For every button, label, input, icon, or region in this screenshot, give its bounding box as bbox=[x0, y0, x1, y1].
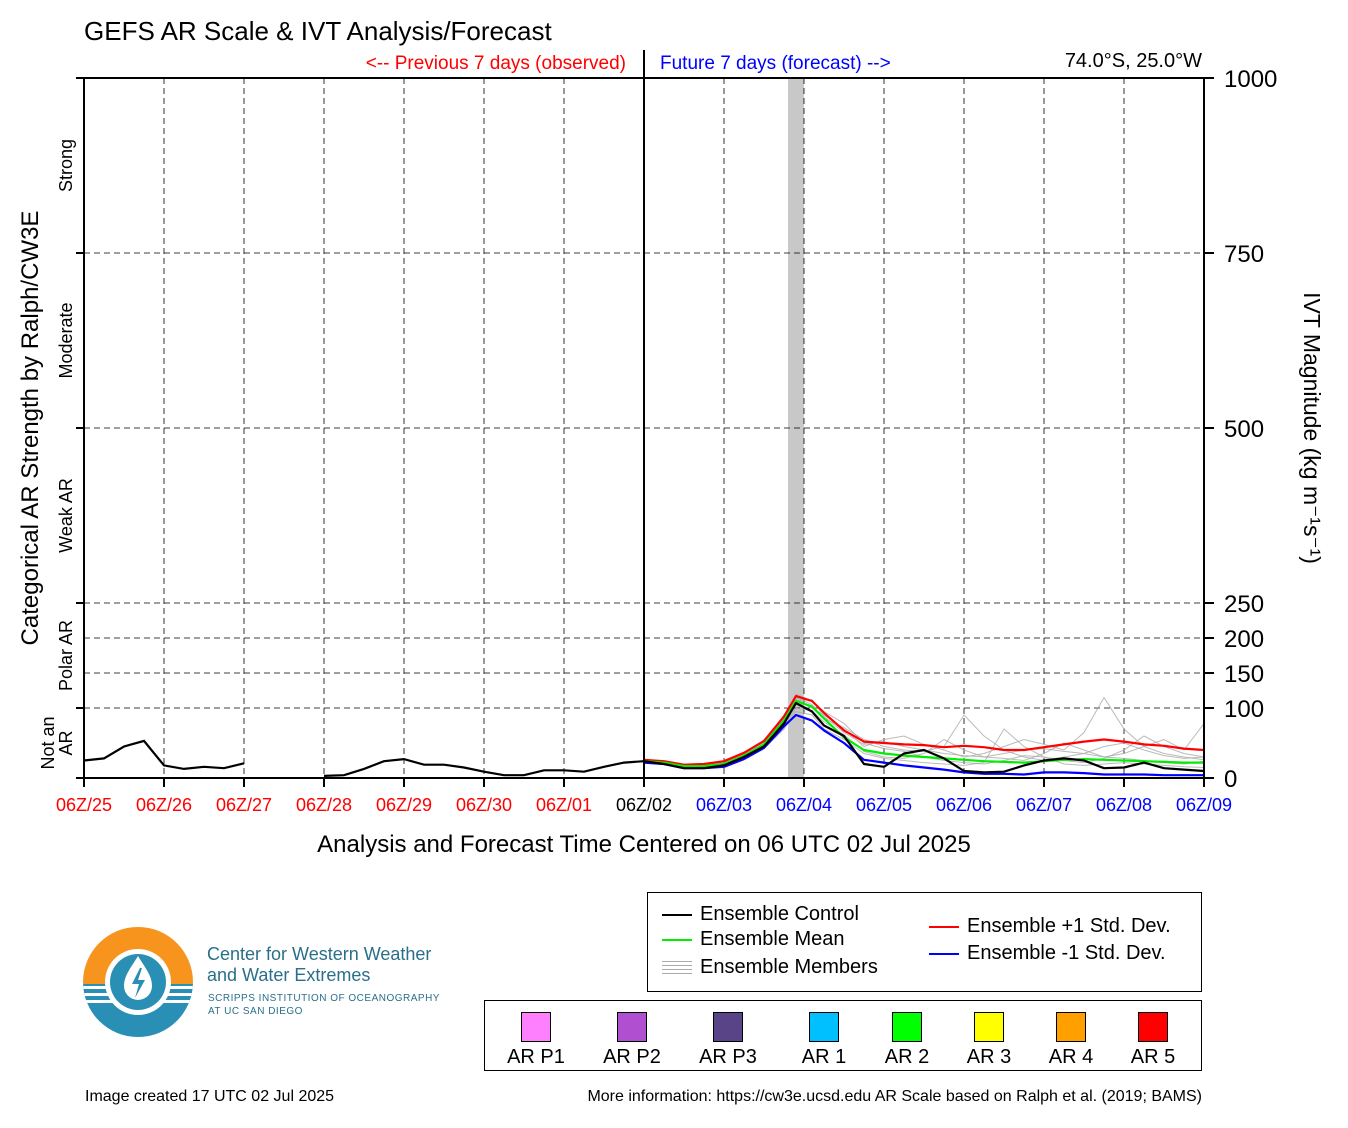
y-axis-label-right: IVT Magnitude (kg m⁻¹s⁻¹) bbox=[1299, 292, 1325, 564]
y-axis-label-left: Categorical AR Strength by Ralph/CW3E bbox=[17, 211, 44, 646]
x-tick-label: 06Z/28 bbox=[296, 795, 352, 815]
ar-swatch bbox=[617, 1012, 647, 1042]
observed-line bbox=[323, 757, 645, 777]
ar-scale-item: AR P1 bbox=[494, 1012, 578, 1069]
category-label: AR bbox=[56, 730, 76, 755]
legend-item-control: Ensemble Control bbox=[662, 903, 859, 925]
ar-scale-item: AR 3 bbox=[947, 1012, 1031, 1069]
x-tick-label: 06Z/27 bbox=[216, 795, 272, 815]
y-tick-label-right: 100 bbox=[1224, 696, 1264, 723]
ar-swatch bbox=[974, 1012, 1004, 1042]
previous-label: <-- Previous 7 days (observed) bbox=[366, 53, 626, 74]
legend-label: Ensemble -1 Std. Dev. bbox=[967, 942, 1166, 964]
x-tick-label: 06Z/05 bbox=[856, 795, 912, 815]
cw3e-logo-icon bbox=[83, 927, 193, 1037]
footer-more-info: More information: https://cw3e.ucsd.edu … bbox=[587, 1088, 1202, 1105]
ar-scale-item: AR P2 bbox=[590, 1012, 674, 1069]
chart-title: GEFS AR Scale & IVT Analysis/Forecast bbox=[84, 16, 552, 46]
series-lines bbox=[83, 694, 1205, 777]
ar-scale-item: AR 2 bbox=[865, 1012, 949, 1069]
x-tick-label: 06Z/26 bbox=[136, 795, 192, 815]
ar-scale-item: AR P3 bbox=[686, 1012, 770, 1069]
x-tick-label: 06Z/09 bbox=[1176, 795, 1232, 815]
ar-scale-label: AR P2 bbox=[603, 1046, 661, 1068]
x-tick-label: 06Z/30 bbox=[456, 795, 512, 815]
axes bbox=[76, 77, 1214, 787]
category-label: Polar AR bbox=[56, 620, 76, 691]
y-tick-label-right: 200 bbox=[1224, 626, 1264, 653]
ar-scale-item: AR 1 bbox=[782, 1012, 866, 1069]
ar-scale-label: AR 2 bbox=[884, 1046, 930, 1068]
ar-swatch bbox=[892, 1012, 922, 1042]
ar-scale-label: AR P1 bbox=[507, 1046, 565, 1068]
legend-swatch bbox=[662, 913, 692, 916]
legend-swatch bbox=[929, 952, 959, 955]
x-axis-label: Analysis and Forecast Time Centered on 0… bbox=[317, 831, 971, 858]
ar-scale-label: AR P3 bbox=[699, 1046, 757, 1068]
observed-line bbox=[83, 739, 245, 771]
legend-label: Ensemble +1 Std. Dev. bbox=[967, 915, 1171, 937]
legend-label: Ensemble Members bbox=[700, 956, 878, 978]
legend-item-members: Ensemble Members bbox=[662, 956, 878, 978]
y-tick-label-right: 1000 bbox=[1224, 66, 1277, 93]
legend-item-mean: Ensemble Mean bbox=[662, 928, 845, 950]
axis-labels: 06Z/25 06Z/26 06Z/27 06Z/28 06Z/29 06Z/30 06Z/… bbox=[38, 66, 1277, 815]
x-tick-label: 06Z/03 bbox=[696, 795, 752, 815]
y-tick-label-right: 500 bbox=[1224, 416, 1264, 443]
series-legend: Ensemble Control Ensemble Mean Ensemble … bbox=[647, 892, 1202, 992]
ar-scale-item: AR 5 bbox=[1111, 1012, 1195, 1069]
logo-sub-line1: SCRIPPS INSTITUTION OF OCEANOGRAPHY bbox=[208, 993, 440, 1004]
location-label: 74.0°S, 25.0°W bbox=[1065, 50, 1202, 72]
y-tick-label-right: 150 bbox=[1224, 661, 1264, 688]
y-tick-label-right: 750 bbox=[1224, 241, 1264, 268]
ar-scale-label: AR 1 bbox=[801, 1046, 847, 1068]
logo-sub-line2: AT UC SAN DIEGO bbox=[208, 1006, 303, 1017]
ar-scale-label: AR 5 bbox=[1130, 1046, 1176, 1068]
legend-swatch bbox=[929, 925, 959, 928]
series-line-ensemble-1-std-dev- bbox=[643, 694, 1205, 766]
ar-scale-label: AR 3 bbox=[966, 1046, 1012, 1068]
category-label: Moderate bbox=[56, 302, 76, 378]
ar-swatch bbox=[521, 1012, 551, 1042]
legend-swatch bbox=[662, 938, 692, 941]
x-tick-label: 06Z/04 bbox=[776, 795, 832, 815]
ensemble-member-line bbox=[643, 693, 1205, 767]
series-line-ensemble-mean bbox=[643, 699, 1204, 768]
ar-swatch bbox=[809, 1012, 839, 1042]
x-tick-label: 06Z/01 bbox=[536, 795, 592, 815]
category-label: Weak AR bbox=[56, 478, 76, 553]
legend-item-minus-std: Ensemble -1 Std. Dev. bbox=[929, 942, 1166, 964]
x-tick-label: 06Z/06 bbox=[936, 795, 992, 815]
ar-scale-legend: AR P1 AR P2 AR P3 AR 1 AR 2 AR 3 AR 4 AR… bbox=[484, 1000, 1202, 1071]
category-label: Not an bbox=[38, 716, 58, 769]
future-label: Future 7 days (forecast) --> bbox=[660, 53, 891, 74]
x-tick-label: 06Z/02 bbox=[616, 795, 672, 815]
legend-label: Ensemble Control bbox=[700, 903, 859, 925]
ar-swatch bbox=[1138, 1012, 1168, 1042]
footer-created: Image created 17 UTC 02 Jul 2025 bbox=[85, 1088, 335, 1105]
series-line-ensemble-1-std-dev- bbox=[643, 713, 1204, 777]
x-tick-label: 06Z/08 bbox=[1096, 795, 1152, 815]
series-line-ensemble-control bbox=[643, 701, 1205, 774]
logo-name-line2: and Water Extremes bbox=[207, 965, 371, 985]
x-tick-label: 06Z/25 bbox=[56, 795, 112, 815]
ar-scale-label: AR 4 bbox=[1048, 1046, 1094, 1068]
ar-scale-item: AR 4 bbox=[1029, 1012, 1113, 1069]
y-tick-label-right: 250 bbox=[1224, 591, 1264, 618]
x-tick-label: 06Z/29 bbox=[376, 795, 432, 815]
logo-name-line1: Center for Western Weather bbox=[207, 944, 432, 964]
legend-item-plus-std: Ensemble +1 Std. Dev. bbox=[929, 915, 1171, 937]
y-tick-label-right: 0 bbox=[1224, 766, 1237, 793]
legend-label: Ensemble Mean bbox=[700, 928, 845, 950]
ar-swatch bbox=[1056, 1012, 1086, 1042]
legend-swatch bbox=[662, 960, 692, 975]
x-tick-label: 06Z/07 bbox=[1016, 795, 1072, 815]
category-label: Strong bbox=[56, 139, 76, 192]
ar-swatch bbox=[713, 1012, 743, 1042]
